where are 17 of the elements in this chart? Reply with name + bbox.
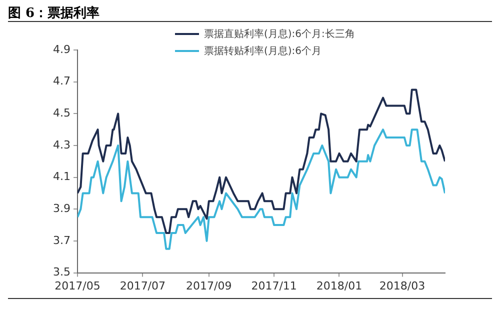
y-tick-label: 3.5 [52, 266, 70, 279]
y-tick-label: 3.9 [52, 202, 70, 215]
legend-label: 票据转贴利率(月息):6个月 [204, 44, 322, 58]
x-tick-label: 2017/09 [186, 279, 232, 292]
y-tick-label: 4.1 [52, 170, 70, 184]
legend-label: 票据直贴利率(月息):6个月:长三角 [204, 28, 355, 40]
y-tick-label: 4.7 [52, 74, 70, 88]
x-tick-label: 2017/07 [120, 279, 166, 292]
y-tick-label: 4.3 [52, 138, 70, 152]
chart-title: 图 6：票据利率 [8, 4, 100, 22]
y-tick-label: 3.7 [52, 234, 70, 247]
y-tick-label: 4.5 [52, 106, 70, 120]
x-tick-label: 2018/01 [316, 279, 362, 292]
y-tick-label: 4.9 [52, 42, 70, 56]
x-tick-label: 2017/11 [251, 279, 297, 292]
x-tick-label: 2017/05 [54, 279, 100, 292]
x-tick-label: 2018/03 [379, 279, 426, 292]
